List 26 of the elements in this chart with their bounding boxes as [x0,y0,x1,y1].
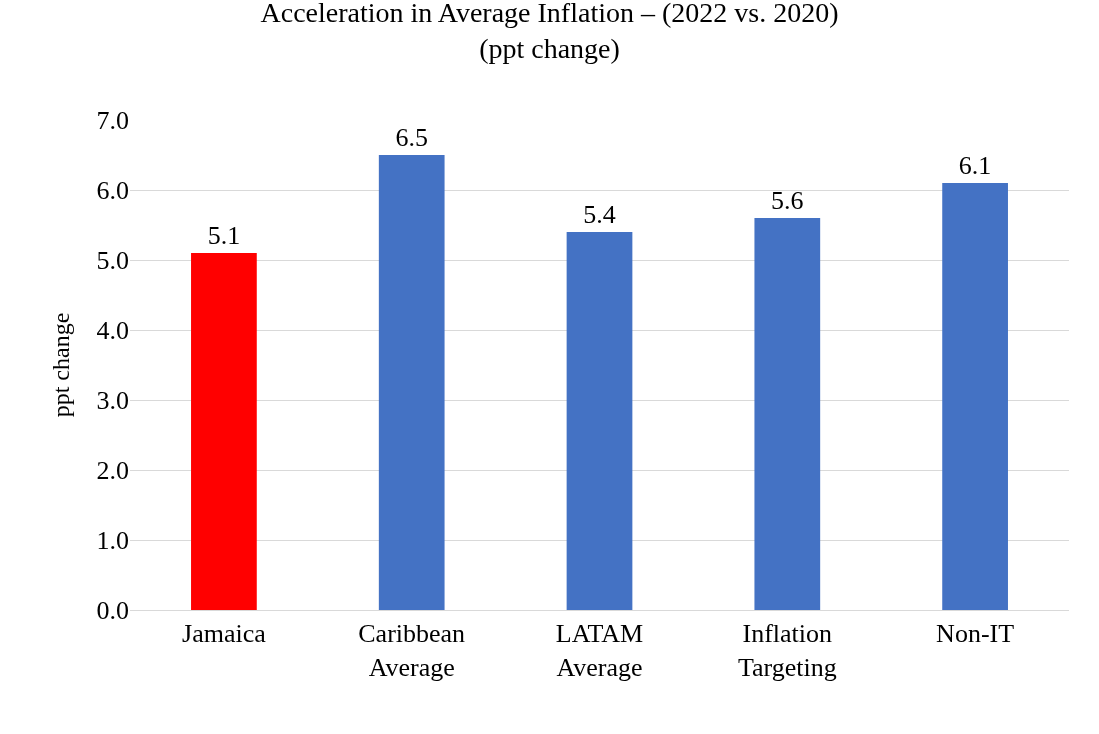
y-tick-label: 3.0 [96,386,129,416]
bar [191,253,257,610]
bar [754,218,821,610]
y-axis-title: ppt change [47,312,74,418]
bar [566,232,633,610]
y-tick-label: 4.0 [96,316,129,346]
data-label: 6.5 [395,123,428,152]
y-tick-label: 6.0 [96,176,129,206]
chart-title: Acceleration in Average Inflation – (2022 vs. 2020) [260,0,839,29]
x-tick-label: Jamaica [182,619,267,649]
data-label: 5.4 [583,200,616,229]
data-label: 5.1 [207,221,241,250]
bar [942,183,1008,610]
y-tick-label: 0.0 [96,596,129,626]
x-tick-label: Caribbean Average [358,619,466,682]
x-tick-label: LATAM Average [555,619,644,682]
x-tick-label: Non-IT [936,619,1015,649]
y-tick-label: 2.0 [96,456,129,486]
data-label: 5.6 [771,186,804,215]
x-tick-label: Inflation Targeting [737,619,837,682]
bar [378,155,445,610]
y-tick-label: 7.0 [96,106,129,136]
y-tick-label: 5.0 [96,246,129,276]
chart-subtitle: (ppt change) [479,33,620,65]
y-tick-label: 1.0 [96,526,129,556]
data-label: 6.1 [958,151,992,180]
